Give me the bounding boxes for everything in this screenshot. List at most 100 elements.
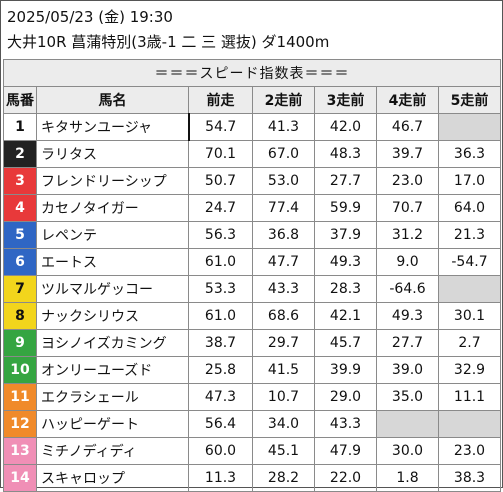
5-races-ago-index: -54.7 [438, 248, 501, 276]
col-header-horse-name: 馬名 [36, 86, 189, 114]
horse-name: エクラシェール [36, 383, 189, 411]
2-races-ago-index: 47.7 [252, 248, 315, 276]
table-row: 7 ツルマルゲッコー 53.3 43.3 28.3 -64.6 [3, 275, 501, 303]
last-race-index: 47.3 [188, 383, 253, 411]
5-races-ago-index: 30.1 [438, 302, 501, 330]
last-race-index: 56.4 [188, 410, 253, 438]
last-race-index: 24.7 [188, 194, 253, 222]
table-row: 8 ナックシリウス 61.0 68.6 42.1 49.3 30.1 [3, 302, 501, 330]
4-races-ago-index [376, 410, 439, 438]
3-races-ago-index: 49.3 [314, 248, 377, 276]
table-row: 12 ハッピーゲート 56.4 34.0 43.3 [3, 410, 501, 438]
3-races-ago-index: 48.3 [314, 140, 377, 168]
5-races-ago-index: 36.3 [438, 140, 501, 168]
5-races-ago-index [438, 275, 501, 303]
4-races-ago-index: 46.7 [376, 113, 439, 141]
table-row: 2 ラリタス 70.1 67.0 48.3 39.7 36.3 [3, 140, 501, 168]
table-row: 6 エートス 61.0 47.7 49.3 9.0 -54.7 [3, 248, 501, 276]
horse-name: ツルマルゲッコー [36, 275, 189, 303]
4-races-ago-index: 39.0 [376, 356, 439, 384]
table-row: 1 キタサンユージャ 54.7 41.3 42.0 46.7 [3, 113, 501, 141]
2-races-ago-index: 36.8 [252, 221, 315, 249]
2-races-ago-index: 68.6 [252, 302, 315, 330]
horse-name: エートス [36, 248, 189, 276]
horse-number: 8 [3, 302, 37, 330]
4-races-ago-index: 35.0 [376, 383, 439, 411]
col-header-3-races-ago: 3走前 [314, 86, 377, 114]
last-race-index: 53.3 [188, 275, 253, 303]
4-races-ago-index: 70.7 [376, 194, 439, 222]
horse-name: スキャロップ [36, 464, 189, 492]
col-header-last-race: 前走 [188, 86, 253, 114]
5-races-ago-index: 17.0 [438, 167, 501, 195]
last-race-index: 25.8 [188, 356, 253, 384]
horse-number: 13 [3, 437, 37, 465]
5-races-ago-index [438, 113, 501, 141]
col-header-4-races-ago: 4走前 [376, 86, 439, 114]
horse-number: 1 [3, 113, 37, 141]
3-races-ago-index: 45.7 [314, 329, 377, 357]
table-row: 14 スキャロップ 11.3 28.2 22.0 1.8 38.3 [3, 464, 501, 492]
2-races-ago-index: 67.0 [252, 140, 315, 168]
4-races-ago-index: 9.0 [376, 248, 439, 276]
3-races-ago-index: 29.0 [314, 383, 377, 411]
table-row: 4 カセノタイガー 24.7 77.4 59.9 70.7 64.0 [3, 194, 501, 222]
3-races-ago-index: 59.9 [314, 194, 377, 222]
last-race-index: 70.1 [188, 140, 253, 168]
horse-number: 7 [3, 275, 37, 303]
2-races-ago-index: 41.5 [252, 356, 315, 384]
horse-number: 2 [3, 140, 37, 168]
2-races-ago-index: 10.7 [252, 383, 315, 411]
section-title: ＝＝＝スピード指数表＝＝＝ [3, 59, 501, 87]
horse-name: ミチノディディ [36, 437, 189, 465]
table-row: 11 エクラシェール 47.3 10.7 29.0 35.0 11.1 [3, 383, 501, 411]
4-races-ago-index: 30.0 [376, 437, 439, 465]
last-race-index: 38.7 [188, 329, 253, 357]
table-row: 3 フレンドリーシップ 50.7 53.0 27.7 23.0 17.0 [3, 167, 501, 195]
horse-name: ヨシノイズカミング [36, 329, 189, 357]
col-header-number: 馬番 [3, 86, 37, 114]
horse-number: 12 [3, 410, 37, 438]
horse-name: オンリーユーズド [36, 356, 189, 384]
horse-name: レペンテ [36, 221, 189, 249]
2-races-ago-index: 45.1 [252, 437, 315, 465]
4-races-ago-index: 49.3 [376, 302, 439, 330]
4-races-ago-index: 31.2 [376, 221, 439, 249]
table-row: 10 オンリーユーズド 25.8 41.5 39.9 39.0 32.9 [3, 356, 501, 384]
col-header-2-races-ago: 2走前 [252, 86, 315, 114]
horse-number: 3 [3, 167, 37, 195]
race-datetime: 2025/05/23 (金) 19:30 [7, 8, 173, 26]
5-races-ago-index: 23.0 [438, 437, 501, 465]
5-races-ago-index: 64.0 [438, 194, 501, 222]
horse-number: 6 [3, 248, 37, 276]
horse-name: カセノタイガー [36, 194, 189, 222]
horse-name: キタサンユージャ [36, 113, 189, 141]
horse-number: 11 [3, 383, 37, 411]
speed-index-table: ＝＝＝スピード指数表＝＝＝ 馬番 馬名 前走 2走前 3走前 4走前 5走前 1… [3, 59, 501, 492]
4-races-ago-index: 1.8 [376, 464, 439, 492]
4-races-ago-index: -64.6 [376, 275, 439, 303]
3-races-ago-index: 42.1 [314, 302, 377, 330]
3-races-ago-index: 42.0 [314, 113, 377, 141]
2-races-ago-index: 34.0 [252, 410, 315, 438]
3-races-ago-index: 43.3 [314, 410, 377, 438]
horse-name: フレンドリーシップ [36, 167, 189, 195]
3-races-ago-index: 22.0 [314, 464, 377, 492]
horse-number: 10 [3, 356, 37, 384]
3-races-ago-index: 28.3 [314, 275, 377, 303]
5-races-ago-index: 21.3 [438, 221, 501, 249]
horse-name: ラリタス [36, 140, 189, 168]
3-races-ago-index: 47.9 [314, 437, 377, 465]
2-races-ago-index: 28.2 [252, 464, 315, 492]
column-header-row: 馬番 馬名 前走 2走前 3走前 4走前 5走前 [3, 86, 501, 114]
last-race-index: 60.0 [188, 437, 253, 465]
horse-number: 14 [3, 464, 37, 492]
5-races-ago-index: 11.1 [438, 383, 501, 411]
horse-number: 5 [3, 221, 37, 249]
last-race-index: 11.3 [188, 464, 253, 492]
5-races-ago-index: 2.7 [438, 329, 501, 357]
3-races-ago-index: 27.7 [314, 167, 377, 195]
table-row: 13 ミチノディディ 60.0 45.1 47.9 30.0 23.0 [3, 437, 501, 465]
last-race-index: 61.0 [188, 248, 253, 276]
5-races-ago-index [438, 410, 501, 438]
